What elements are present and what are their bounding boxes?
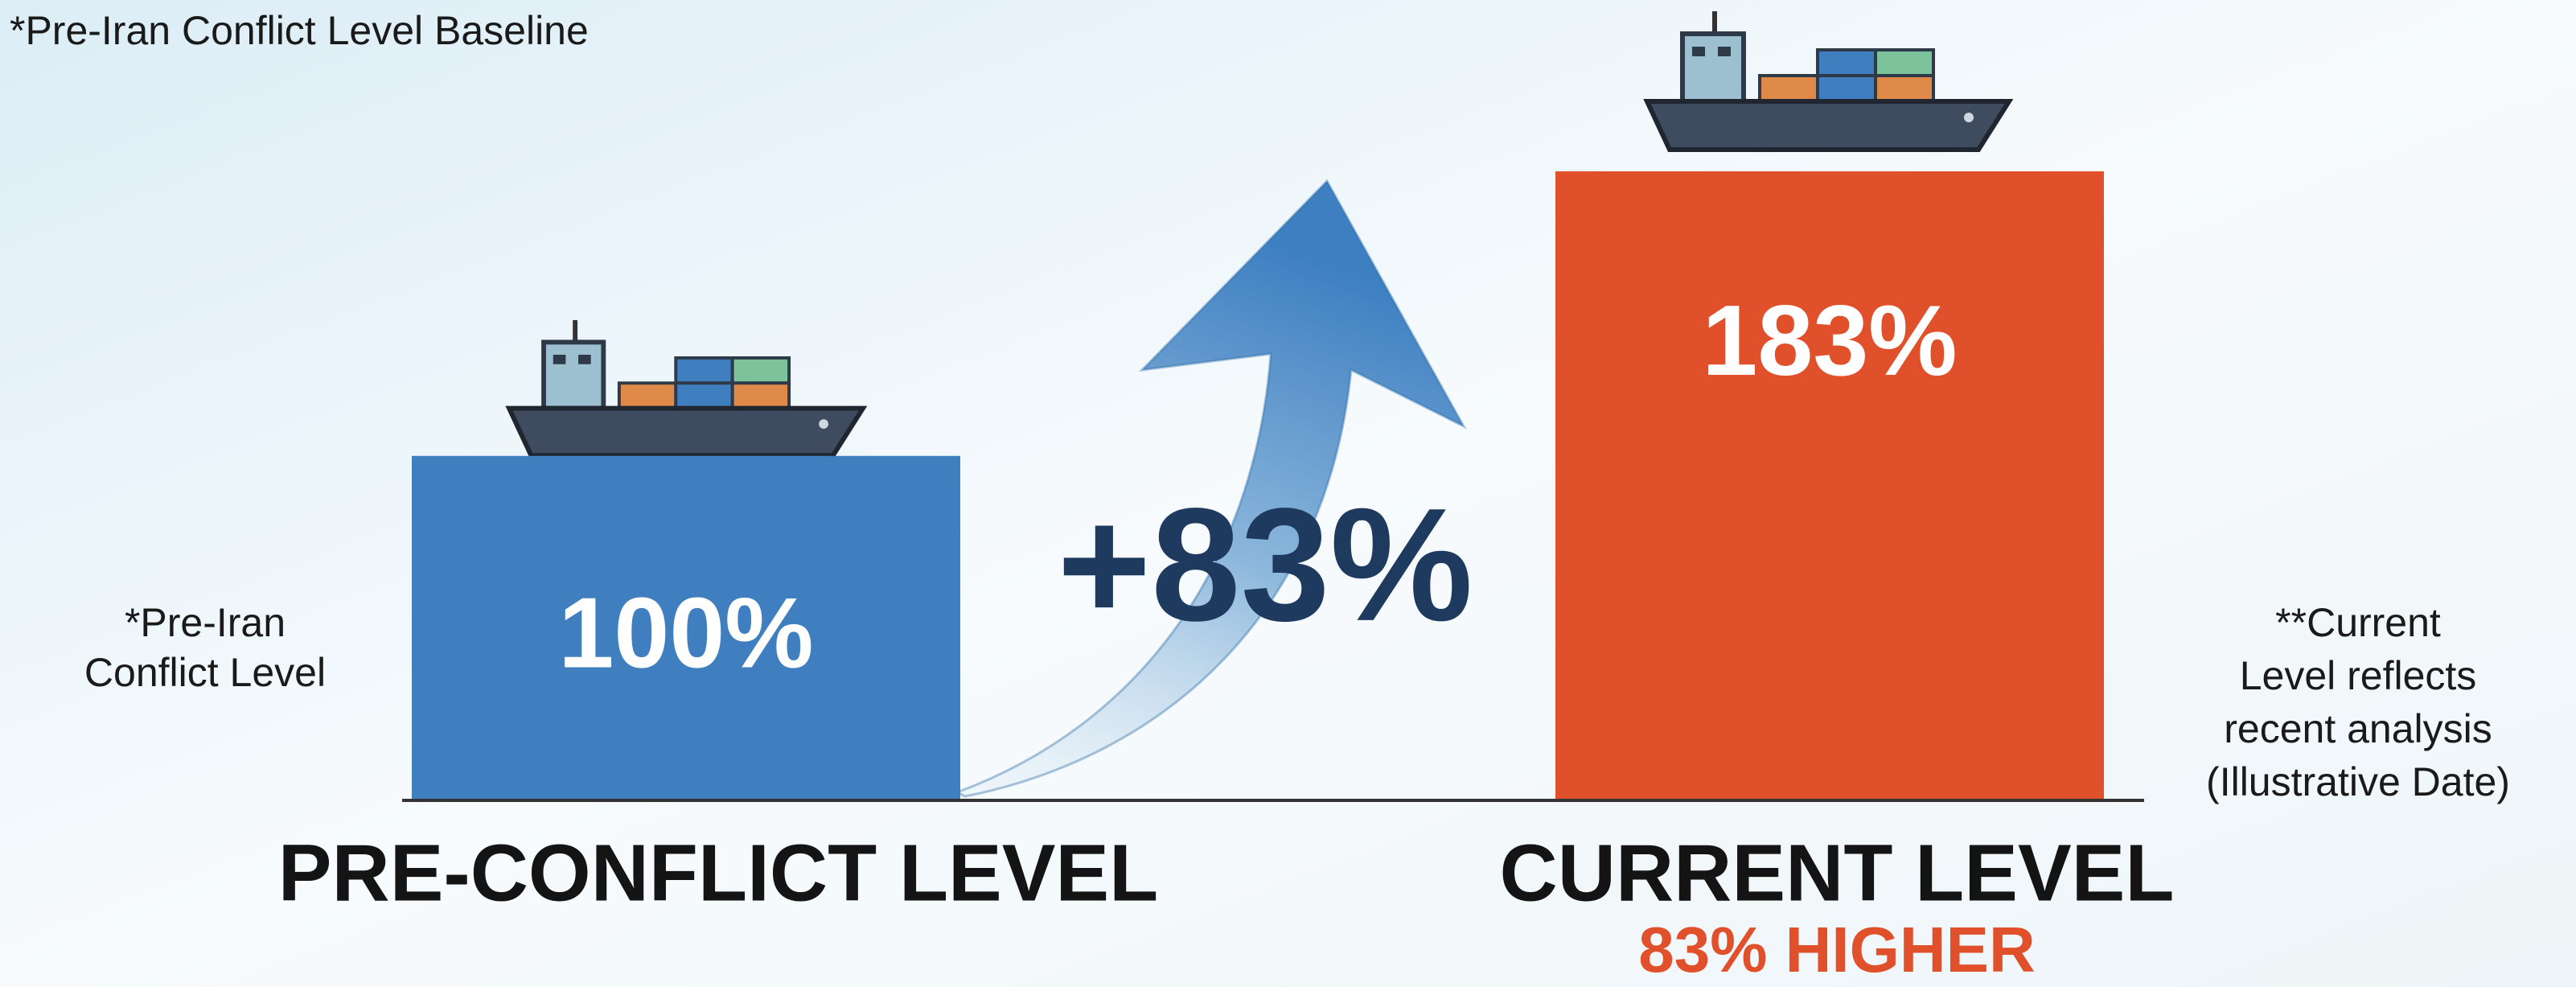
baseline-note: *Pre-Iran Conflict Level Baseline [10, 8, 589, 53]
right-note: Level reflects [2240, 653, 2477, 698]
right-note: (Illustrative Date) [2206, 759, 2510, 804]
left-note: *Pre-Iran [125, 600, 286, 645]
change-note: 83% HIGHER [1638, 914, 2035, 985]
bar [1555, 171, 2104, 799]
value-label: 183% [1702, 286, 1957, 397]
increase-arrow [954, 179, 1467, 798]
left-note: Conflict Level [84, 650, 326, 695]
value-label: 100% [558, 578, 813, 689]
change-label: +83% [1057, 475, 1473, 655]
category-label: PRE-CONFLICT LEVEL [278, 828, 1158, 918]
right-note: recent analysis [2224, 706, 2492, 751]
category-label: CURRENT LEVEL [1500, 828, 2175, 918]
bar [412, 455, 960, 799]
right-note: **Current [2275, 600, 2441, 645]
